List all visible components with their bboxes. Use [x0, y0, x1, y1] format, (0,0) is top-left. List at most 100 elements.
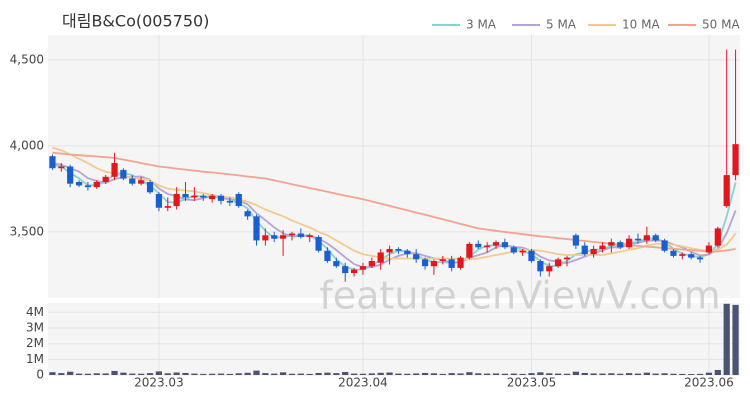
volume-bar [377, 372, 384, 375]
volume-bar [661, 373, 668, 375]
volume-bar [200, 373, 207, 375]
volume-bar [501, 373, 509, 375]
volume-bar [413, 373, 420, 375]
candle-body [315, 236, 322, 251]
candle-body [537, 261, 544, 272]
volume-bar [688, 374, 695, 375]
candle-body [563, 257, 571, 260]
volume-bar [359, 373, 367, 375]
candle-body [599, 245, 606, 250]
volume-bar [457, 373, 464, 375]
candle-body [226, 200, 233, 203]
candle-body [262, 235, 269, 241]
candle-body [200, 195, 207, 198]
volume-bar [120, 372, 127, 375]
y-tick-label: 4,000 [10, 138, 44, 152]
volume-bar [421, 372, 429, 375]
candle-body [306, 235, 313, 237]
volume-bar [475, 373, 482, 375]
volume-bar [430, 373, 438, 375]
volume-bar [563, 373, 571, 375]
volume-bar [138, 373, 145, 375]
volume-bar [492, 373, 500, 375]
y-tick-label: 4,500 [10, 52, 44, 66]
volume-bar [209, 373, 216, 375]
candle-body [643, 235, 650, 241]
volume-bar [386, 372, 393, 375]
candle-body [138, 180, 145, 184]
candle-body [93, 181, 100, 188]
candle-body [111, 163, 118, 177]
volume-bar [581, 372, 588, 375]
volume-bar [262, 373, 269, 375]
volume-bar [634, 373, 642, 375]
volume-bar [448, 373, 455, 375]
volume-bar [652, 373, 659, 375]
volume-bar [253, 370, 260, 375]
volume-tick-label: 2M [26, 336, 44, 350]
volume-bar [555, 373, 562, 375]
volume-bar [484, 373, 491, 375]
candle-body [235, 194, 242, 207]
volume-bar [714, 369, 721, 375]
candle-body [173, 194, 180, 207]
volume-bar [75, 373, 83, 375]
volume-bar [368, 373, 375, 375]
volume-bar [84, 373, 92, 375]
candle-body [696, 257, 704, 260]
candle-body [49, 156, 56, 169]
candle-body [146, 181, 154, 193]
candle-body [244, 211, 251, 217]
volume-bar [244, 372, 251, 375]
candle-body [555, 259, 562, 267]
volume-bar [572, 371, 579, 375]
candle-body [324, 250, 331, 262]
candle-body [279, 235, 287, 239]
legend-label: 50 MA [702, 18, 740, 32]
candle-body [528, 250, 535, 262]
volume-bar [599, 373, 606, 375]
volume-bar [643, 372, 650, 375]
volume-bar [315, 372, 322, 375]
legend-label: 10 MA [622, 18, 660, 32]
volume-bar [342, 372, 349, 375]
candle-body [209, 195, 216, 200]
volume-bar [226, 373, 233, 375]
candle-body [457, 257, 464, 268]
candle-body [84, 185, 92, 188]
volume-bar [732, 304, 739, 375]
candle-body [191, 195, 198, 198]
candle-body [679, 254, 686, 256]
volume-bar [519, 373, 526, 375]
candle-body [661, 240, 668, 251]
candle-body [670, 250, 677, 256]
volume-bar [173, 372, 180, 375]
volume-bar [235, 373, 242, 375]
candle-body [634, 238, 642, 241]
candle-body [448, 259, 455, 268]
candle-body [590, 249, 597, 255]
candle-body [359, 266, 367, 270]
volume-bar [155, 371, 163, 375]
candle-body [439, 259, 446, 262]
candle-body [164, 206, 171, 208]
candle-body [404, 250, 411, 255]
candle-body [475, 243, 482, 248]
volume-tick-label: 4M [26, 305, 44, 319]
volume-bar [679, 373, 686, 375]
candle-body [58, 166, 65, 169]
candle-body [182, 194, 189, 198]
candle-body [386, 249, 393, 253]
volume-bar [350, 373, 358, 375]
volume-bar [696, 373, 704, 375]
candle-body [501, 242, 509, 248]
candle-body [395, 249, 402, 251]
volume-bar [146, 373, 154, 375]
candle-body [723, 175, 730, 207]
volume-bar [67, 371, 74, 375]
volume-bar [191, 373, 198, 375]
candle-body [102, 176, 109, 182]
chart-title: 대림B&Co(005750) [62, 12, 209, 31]
volume-bar [49, 372, 56, 375]
